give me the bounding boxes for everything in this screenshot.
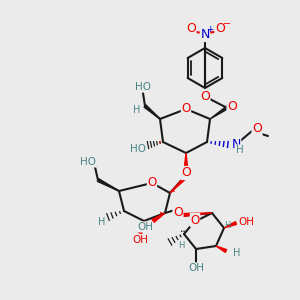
Text: O: O — [186, 22, 196, 35]
Text: N: N — [231, 139, 241, 152]
Text: O: O — [200, 89, 210, 103]
Text: HO: HO — [135, 82, 151, 92]
Text: O: O — [147, 176, 157, 188]
Text: N: N — [200, 28, 210, 41]
Polygon shape — [182, 213, 212, 217]
Text: OH: OH — [188, 263, 204, 273]
Text: H: H — [236, 145, 244, 155]
Text: •: • — [158, 140, 162, 146]
Polygon shape — [216, 246, 227, 252]
Text: +: + — [206, 26, 214, 34]
Text: O: O — [227, 100, 237, 113]
Polygon shape — [184, 153, 188, 169]
Text: H: H — [178, 241, 184, 250]
Text: O: O — [252, 122, 262, 136]
Text: ••: •• — [178, 230, 185, 235]
Text: −: − — [223, 19, 231, 29]
Text: HO: HO — [80, 157, 96, 167]
Polygon shape — [144, 105, 160, 119]
Text: OH: OH — [238, 217, 254, 227]
Text: OH: OH — [132, 235, 148, 245]
Text: O: O — [181, 167, 191, 179]
Text: •: • — [159, 211, 163, 217]
Polygon shape — [97, 179, 119, 191]
Text: ••: •• — [169, 188, 176, 194]
Text: OH: OH — [137, 222, 153, 232]
Polygon shape — [138, 221, 144, 234]
Text: O: O — [190, 214, 200, 226]
Text: H: H — [224, 221, 230, 230]
Text: O: O — [215, 22, 225, 35]
Polygon shape — [170, 174, 189, 193]
Polygon shape — [224, 222, 237, 228]
Polygon shape — [152, 213, 165, 223]
Text: H: H — [233, 248, 241, 258]
Polygon shape — [210, 106, 229, 119]
Text: HO: HO — [130, 144, 146, 154]
Text: O: O — [182, 101, 190, 115]
Text: H: H — [98, 217, 106, 227]
Text: H: H — [133, 105, 141, 115]
Text: O: O — [173, 206, 183, 220]
